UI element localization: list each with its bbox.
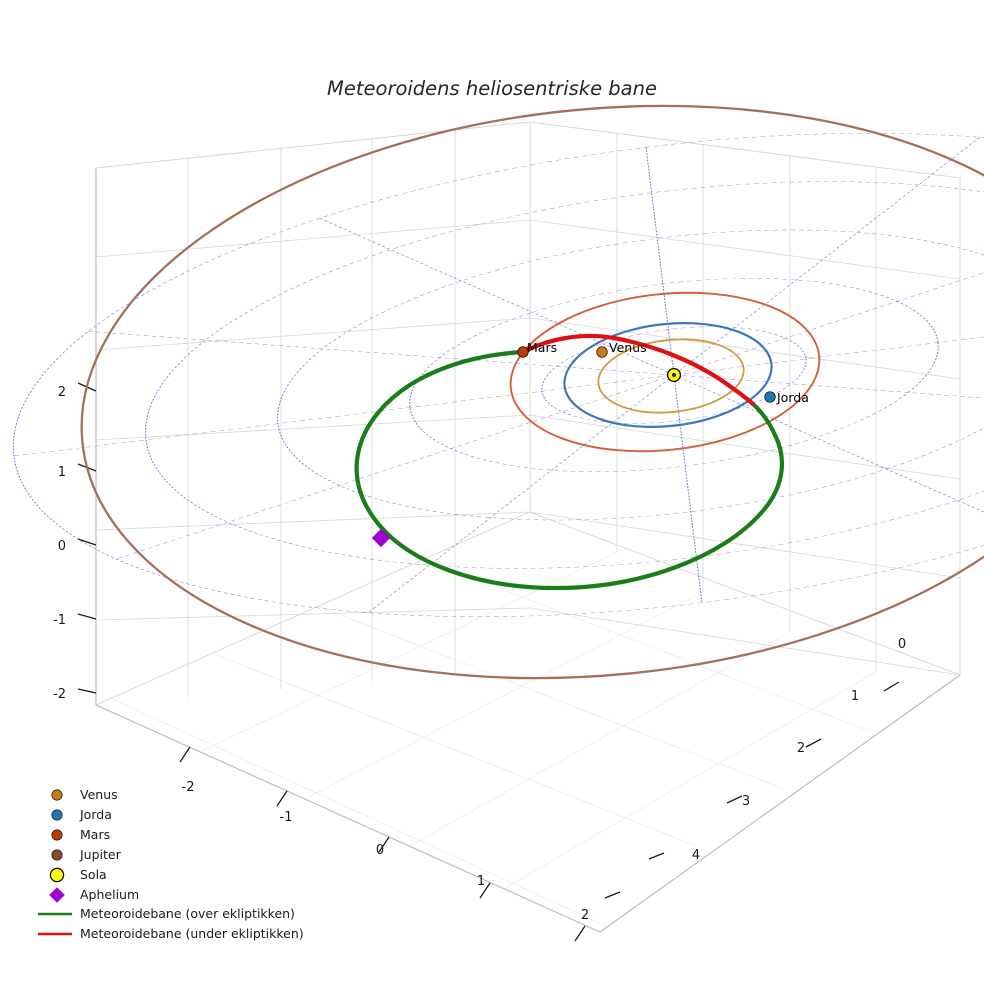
marker-venus [596, 346, 608, 358]
legend-label: Meteoroidebane (over ekliptikken) [80, 906, 295, 921]
body-markers [371, 346, 776, 548]
axis-spines [77, 168, 961, 942]
right-wall-pane [529, 121, 961, 676]
orbit-jorda [563, 322, 773, 428]
legend-item-meteoroid-over[interactable]: Meteoroidebane (over ekliptikken) [38, 906, 295, 921]
y-tick-label: 4 [692, 848, 700, 863]
legend-label: Aphelium [80, 887, 139, 902]
sola-marker-icon [49, 867, 65, 883]
legend-item-aphelium[interactable]: Aphelium [49, 887, 139, 903]
y-tick-label: 2 [797, 741, 805, 756]
x-tick-label: 1 [477, 874, 485, 889]
legend: Venus Jorda Mars Jupiter Sola Aphelium M… [38, 787, 304, 941]
legend-item-jupiter[interactable]: Jupiter [51, 847, 122, 862]
x-tick-marks [179, 746, 586, 942]
aphelium-marker-icon [49, 887, 65, 903]
legend-item-sola[interactable]: Sola [49, 867, 107, 883]
legend-item-jorda[interactable]: Jorda [51, 807, 112, 822]
z-tick-label: 2 [58, 385, 66, 400]
z-tick-label: 1 [58, 465, 66, 480]
legend-label: Mars [80, 827, 110, 842]
marker-mars [517, 346, 529, 358]
floor-pane [94, 511, 961, 933]
y-tick-label: 3 [742, 794, 750, 809]
axes-panes [94, 121, 961, 933]
legend-label: Jupiter [79, 847, 122, 862]
annotation-jorda: Jorda [776, 390, 809, 405]
marker-sola-core [671, 372, 677, 378]
x-tick-labels: -2 -1 0 1 2 [182, 780, 590, 923]
legend-item-mars[interactable]: Mars [51, 827, 110, 842]
x-tick-label: -1 [280, 810, 293, 825]
x-tick-label: 2 [581, 908, 589, 923]
polar-spokes [13, 137, 984, 613]
legend-item-venus[interactable]: Venus [51, 787, 118, 802]
y-tick-marks [604, 681, 900, 899]
polar-grid [12, 133, 984, 617]
point-annotations: Mars Venus Jorda [527, 340, 809, 405]
orbit-venus [597, 338, 745, 414]
z-tick-labels: 2 1 0 -1 -2 [53, 385, 66, 702]
legend-item-meteoroid-under[interactable]: Meteoroidebane (under ekliptikken) [38, 926, 304, 941]
meteoroid-below-ecliptic [520, 333, 756, 407]
meteoroid-above-ecliptic [354, 349, 785, 591]
left-wall-pane [95, 121, 531, 706]
annotation-venus: Venus [609, 340, 647, 355]
jorda-marker-icon [51, 809, 63, 821]
mars-marker-icon [51, 829, 63, 841]
orbit-meteoroid [354, 333, 785, 591]
legend-label: Venus [80, 787, 118, 802]
z-tick-label: -1 [53, 613, 66, 628]
marker-aphelium [371, 528, 391, 548]
page-title: Meteoroidens heliosentriske bane [327, 77, 657, 100]
x-tick-label: 0 [376, 843, 384, 858]
legend-label: Meteoroidebane (under ekliptikken) [80, 926, 304, 941]
z-tick-label: 0 [58, 539, 66, 554]
jupiter-marker-icon [51, 849, 63, 861]
z-tick-label: -2 [53, 687, 66, 702]
orbit-jupiter [80, 104, 984, 680]
y-tick-labels: 0 1 2 3 4 [692, 637, 906, 863]
annotation-mars: Mars [527, 340, 557, 355]
y-tick-label: 1 [851, 689, 859, 704]
marker-jorda [764, 391, 776, 403]
orbit-mars [509, 291, 821, 453]
y-tick-label: 0 [898, 637, 906, 652]
x-tick-label: -2 [182, 780, 195, 795]
polar-rings [12, 133, 984, 617]
venus-marker-icon [51, 789, 63, 801]
legend-label: Jorda [79, 807, 112, 822]
legend-label: Sola [80, 867, 107, 882]
